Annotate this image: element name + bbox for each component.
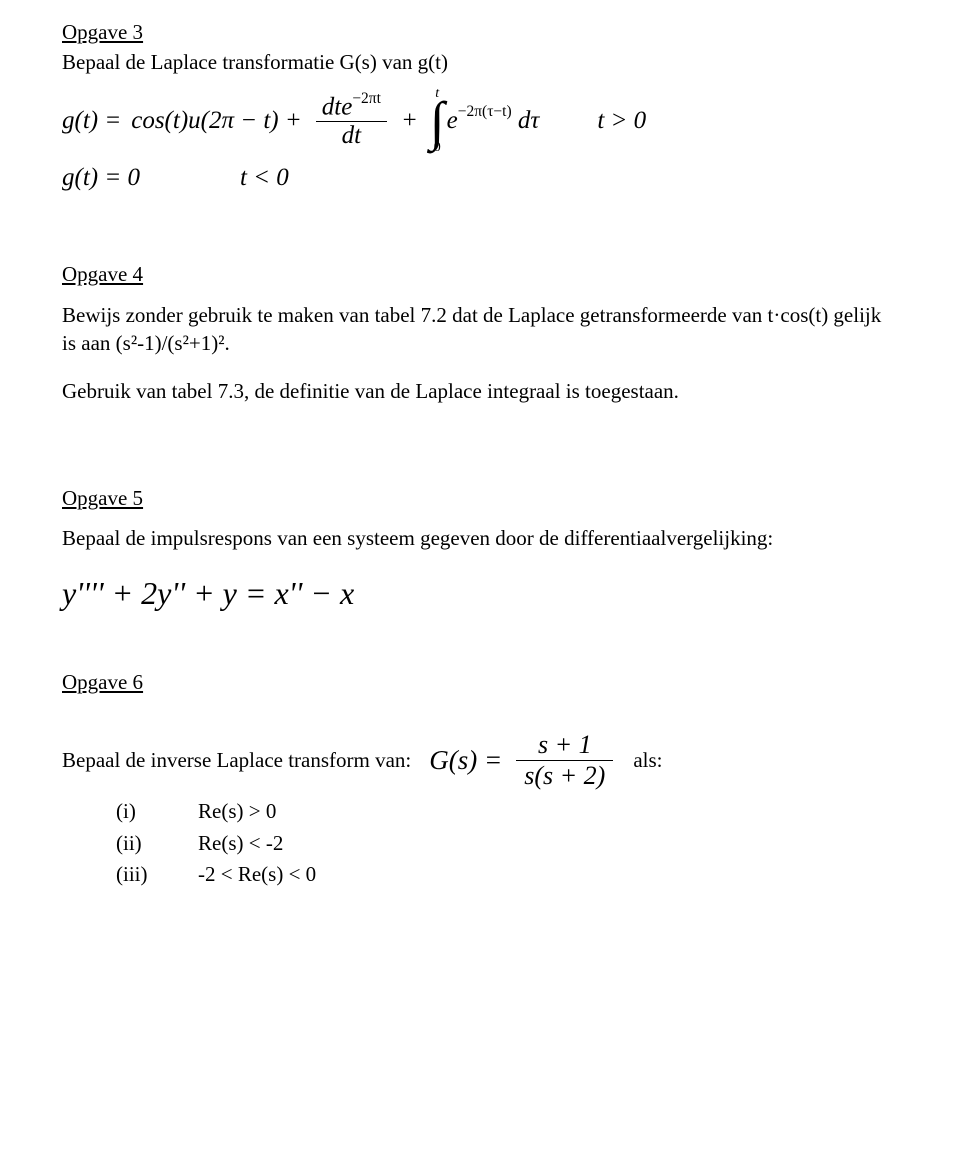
int-body-e: e (447, 107, 458, 134)
exam-page: Opgave 3 Bepaal de Laplace transformatie… (0, 0, 960, 1158)
opgave6-Gs: G(s) = (429, 742, 502, 778)
opgave6-als: als: (633, 746, 662, 774)
list-item: (i) Re(s) > 0 (116, 797, 898, 825)
eq1-frac-den: dt (336, 122, 367, 149)
eq1-condition: t > 0 (597, 104, 646, 138)
eq2-condition: t < 0 (240, 161, 289, 195)
item-condition: -2 < Re(s) < 0 (198, 860, 316, 888)
item-label: (iii) (116, 860, 170, 888)
eq1-frac-num-base: dte (322, 94, 353, 121)
opgave3-intro: Bepaal de Laplace transformatie G(s) van… (62, 48, 898, 76)
op6-frac-den: s(s + 2) (516, 761, 613, 791)
opgave6-fraction: s + 1 s(s + 2) (516, 730, 613, 791)
eq1-plus: + (401, 104, 418, 138)
op6-frac-num: s + 1 (530, 730, 600, 760)
item-condition: Re(s) < -2 (198, 829, 283, 857)
eq1-integral: t ∫ 0 e−2π(τ−t) dτ (428, 87, 540, 155)
int-lower-limit: 0 (434, 141, 441, 155)
opgave6-conditions-list: (i) Re(s) > 0 (ii) Re(s) < -2 (iii) -2 <… (116, 797, 898, 888)
opgave4-heading: Opgave 4 (62, 260, 898, 288)
list-item: (iii) -2 < Re(s) < 0 (116, 860, 898, 888)
opgave5-equation: y'''' + 2y'' + y = x'' − x (62, 572, 898, 615)
opgave5-intro: Bepaal de impulsrespons van een systeem … (62, 524, 898, 552)
opgave4-para1: Bewijs zonder gebruik te maken van tabel… (62, 301, 898, 358)
eq1-fraction: dte−2πt dt (316, 92, 387, 149)
item-label: (ii) (116, 829, 170, 857)
opgave6-heading: Opgave 6 (62, 668, 898, 696)
eq1-frac-num: dte−2πt (316, 92, 387, 120)
item-condition: Re(s) > 0 (198, 797, 276, 825)
int-dtau: dτ (518, 107, 539, 134)
opgave6-eq-row: Bepaal de inverse Laplace transform van:… (62, 730, 898, 791)
opgave6-lead: Bepaal de inverse Laplace transform van: (62, 746, 411, 774)
int-body: e−2π(τ−t) dτ (447, 104, 540, 138)
opgave3-equations: g(t) = cos(t)u(2π − t) + dte−2πt dt + t … (62, 87, 898, 195)
opgave3-eq1: g(t) = cos(t)u(2π − t) + dte−2πt dt + t … (62, 87, 898, 155)
eq1-frac-num-sup: −2πt (352, 90, 381, 107)
opgave3-heading: Opgave 3 (62, 18, 898, 46)
eq1-lhs: g(t) = (62, 104, 121, 138)
item-label: (i) (116, 797, 170, 825)
integral-sign: t ∫ 0 (430, 87, 445, 155)
opgave4-para2: Gebruik van tabel 7.3, de definitie van … (62, 377, 898, 405)
eq1-term1: cos(t)u(2π − t) + (131, 104, 302, 138)
opgave3-eq2: g(t) = 0 t < 0 (62, 161, 898, 195)
list-item: (ii) Re(s) < -2 (116, 829, 898, 857)
int-symbol: ∫ (430, 99, 445, 145)
opgave5-heading: Opgave 5 (62, 484, 898, 512)
eq2-body: g(t) = 0 (62, 161, 140, 195)
int-body-sup: −2π(τ−t) (458, 103, 512, 120)
